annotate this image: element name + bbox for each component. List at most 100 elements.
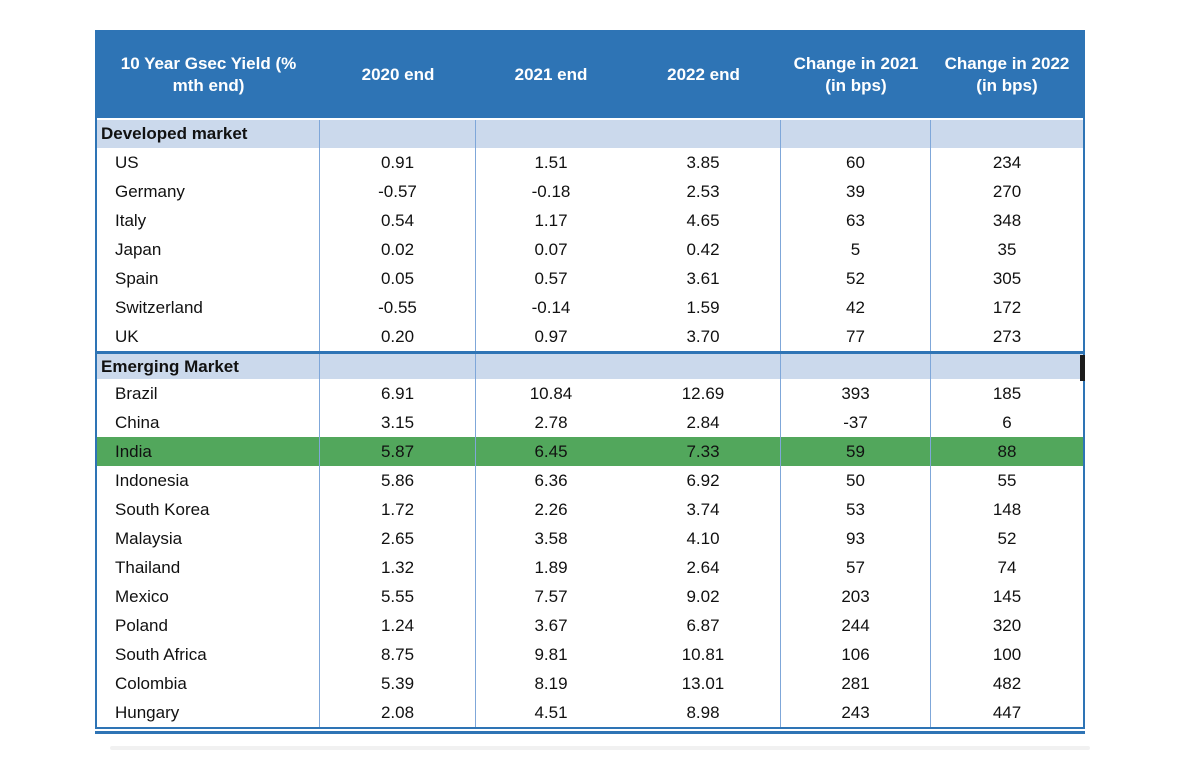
column-header-2020-end: 2020 end — [361, 64, 435, 84]
table-row-us: US 0.91 1.51 3.85 60 234 — [97, 148, 1083, 177]
value-cell: -37 — [781, 408, 931, 437]
table-row-thailand: Thailand 1.32 1.89 2.64 57 74 — [97, 553, 1083, 582]
value-cell: 63 — [781, 206, 931, 235]
gsec-yield-table: 10 Year Gsec Yield (% mth end) 2020 end … — [95, 30, 1085, 729]
value-cell: 281 — [781, 669, 931, 698]
value-cell: 203 — [781, 582, 931, 611]
value-cell: 482 — [992, 673, 1022, 693]
value-cell: 74 — [997, 557, 1017, 577]
value-cell: 3.74 — [626, 495, 781, 524]
value-cell: 0.97 — [534, 326, 568, 346]
value-cell: 42 — [781, 293, 931, 322]
table-row-brazil: Brazil 6.91 10.84 12.69 393 185 — [97, 379, 1083, 408]
value-cell: 8.98 — [626, 698, 781, 727]
value-cell: 39 — [781, 177, 931, 206]
value-cell: 2.78 — [534, 412, 568, 432]
value-cell: 106 — [781, 640, 931, 669]
table-row-italy: Italy 0.54 1.17 4.65 63 348 — [97, 206, 1083, 235]
value-cell: 6.87 — [626, 611, 781, 640]
value-cell: 1.24 — [320, 611, 476, 640]
table-row-indonesia: Indonesia 5.86 6.36 6.92 50 55 — [97, 466, 1083, 495]
value-cell: 185 — [992, 383, 1022, 403]
value-cell: 4.65 — [626, 206, 781, 235]
value-cell: 305 — [992, 268, 1022, 288]
value-cell: 7.33 — [626, 437, 781, 466]
country-label: Japan — [97, 235, 320, 264]
value-cell: 13.01 — [626, 669, 781, 698]
section-empty-cell — [931, 120, 1083, 148]
value-cell: 0.20 — [320, 322, 476, 351]
column-header-change-2022: Change in 2022 (in bps) — [944, 53, 1070, 95]
value-cell: -0.55 — [320, 293, 476, 322]
value-cell: 3.15 — [320, 408, 476, 437]
column-header-change-2021: Change in 2021 (in bps) — [793, 53, 919, 95]
column-header-title: 10 Year Gsec Yield (% mth end) — [120, 53, 297, 95]
country-label: Hungary — [97, 698, 320, 727]
table-row-colombia: Colombia 5.39 8.19 13.01 281 482 — [97, 669, 1083, 698]
value-cell: -0.14 — [531, 297, 571, 317]
country-label: UK — [97, 322, 320, 351]
value-cell: 5.55 — [320, 582, 476, 611]
country-label: Thailand — [97, 553, 320, 582]
value-cell: 52 — [997, 528, 1017, 548]
column-header-2021-end: 2021 end — [514, 64, 588, 84]
value-cell: 10.84 — [529, 383, 573, 403]
value-cell: 6 — [1002, 412, 1012, 432]
value-cell: 1.51 — [534, 152, 568, 172]
table-body: Developed market US 0.91 1.51 3.85 60 234 Germa… — [97, 120, 1085, 727]
value-cell: 9.02 — [626, 582, 781, 611]
country-label: Brazil — [97, 379, 320, 408]
value-cell: 0.54 — [320, 206, 476, 235]
value-cell: 88 — [997, 441, 1017, 461]
table-row-poland: Poland 1.24 3.67 6.87 244 320 — [97, 611, 1083, 640]
value-cell: 4.51 — [534, 702, 568, 722]
value-cell: 5 — [781, 235, 931, 264]
value-cell: 1.89 — [534, 557, 568, 577]
value-cell: 35 — [997, 239, 1017, 259]
table-row-malaysia: Malaysia 2.65 3.58 4.10 93 52 — [97, 524, 1083, 553]
country-label: South Korea — [97, 495, 320, 524]
section-empty-cell — [626, 120, 781, 148]
value-cell: 52 — [781, 264, 931, 293]
value-cell: 6.92 — [626, 466, 781, 495]
table-row-japan: Japan 0.02 0.07 0.42 5 35 — [97, 235, 1083, 264]
value-cell: -0.57 — [320, 177, 476, 206]
table-bottom-border — [95, 731, 1085, 734]
country-label: Spain — [97, 264, 320, 293]
table-row-south-africa: South Africa 8.75 9.81 10.81 106 100 — [97, 640, 1083, 669]
value-cell: 2.53 — [626, 177, 781, 206]
country-label: US — [97, 148, 320, 177]
value-cell: 77 — [781, 322, 931, 351]
value-cell: 172 — [992, 297, 1022, 317]
table-header-row: 10 Year Gsec Yield (% mth end) 2020 end … — [97, 32, 1083, 120]
value-cell: 93 — [781, 524, 931, 553]
value-cell: 145 — [992, 586, 1022, 606]
value-cell: 0.07 — [534, 239, 568, 259]
section-header-row: Emerging Market — [97, 351, 1085, 381]
value-cell: 3.67 — [534, 615, 568, 635]
section-empty-cell — [320, 120, 476, 148]
country-label: Malaysia — [97, 524, 320, 553]
value-cell: 5.39 — [320, 669, 476, 698]
country-label: Poland — [97, 611, 320, 640]
value-cell: 447 — [992, 702, 1022, 722]
section-empty-cell — [781, 120, 931, 148]
value-cell: 8.75 — [320, 640, 476, 669]
value-cell: 2.84 — [626, 408, 781, 437]
country-label: China — [97, 408, 320, 437]
cursor-artifact — [1080, 355, 1085, 381]
value-cell: 393 — [781, 379, 931, 408]
table-row-switzerland: Switzerland -0.55 -0.14 1.59 42 172 — [97, 293, 1083, 322]
value-cell: 6.36 — [534, 470, 568, 490]
value-cell: 50 — [781, 466, 931, 495]
country-label: Italy — [97, 206, 320, 235]
section-empty-cell — [476, 354, 626, 379]
country-label: Indonesia — [97, 466, 320, 495]
value-cell: 320 — [992, 615, 1022, 635]
value-cell: 6.91 — [320, 379, 476, 408]
country-label: South Africa — [97, 640, 320, 669]
value-cell: -0.18 — [531, 181, 571, 201]
value-cell: 0.42 — [626, 235, 781, 264]
section-header-row: Developed market — [97, 120, 1083, 148]
value-cell: 3.58 — [534, 528, 568, 548]
